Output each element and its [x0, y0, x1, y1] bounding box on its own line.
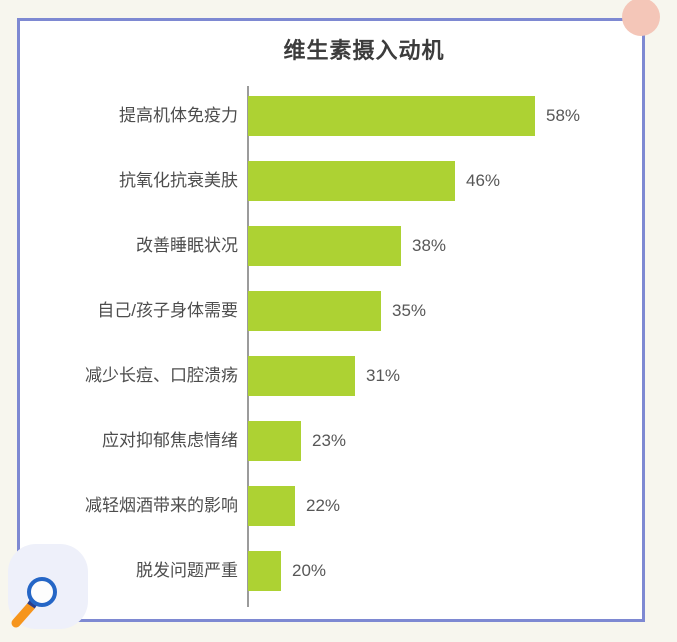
bar	[248, 356, 355, 396]
category-label: 抗氧化抗衰美肤	[119, 171, 238, 190]
bar	[248, 421, 301, 461]
bar-chart: 提高机体免疫力 58% 抗氧化抗衰美肤 46% 改善睡眠状况 38% 自己/孩子身体需要 35…	[20, 21, 642, 619]
bar	[248, 551, 281, 591]
chart-title: 维生素摄入动机	[283, 38, 445, 63]
bar	[248, 486, 295, 526]
category-label: 脱发问题严重	[136, 561, 238, 580]
category-label: 自己/孩子身体需要	[97, 301, 238, 320]
bar	[248, 226, 401, 266]
category-label: 减少长痘、口腔溃疡	[85, 366, 238, 385]
category-label: 应对抑郁焦虑情绪	[102, 431, 238, 450]
chart-card: 维生素摄入动机 提高机体免疫力 58% 抗氧化抗衰美肤 46% 改善睡眠状况 38% 自己/…	[17, 18, 645, 622]
value-label: 22%	[306, 496, 341, 515]
bar	[248, 291, 381, 331]
category-label: 改善睡眠状况	[136, 236, 238, 255]
bar	[248, 96, 535, 136]
value-label: 46%	[466, 171, 501, 190]
category-label: 提高机体免疫力	[119, 106, 238, 125]
bar	[248, 161, 455, 201]
category-label: 减轻烟酒带来的影响	[85, 496, 238, 515]
value-label: 35%	[392, 301, 427, 320]
y-axis-line	[247, 86, 249, 607]
value-label: 23%	[312, 431, 347, 450]
magnifier-icon	[11, 577, 57, 628]
value-label: 58%	[546, 106, 581, 125]
value-label: 20%	[292, 561, 327, 580]
corner-circle-decoration	[622, 0, 660, 36]
value-label: 31%	[366, 366, 401, 385]
value-label: 38%	[412, 236, 447, 255]
